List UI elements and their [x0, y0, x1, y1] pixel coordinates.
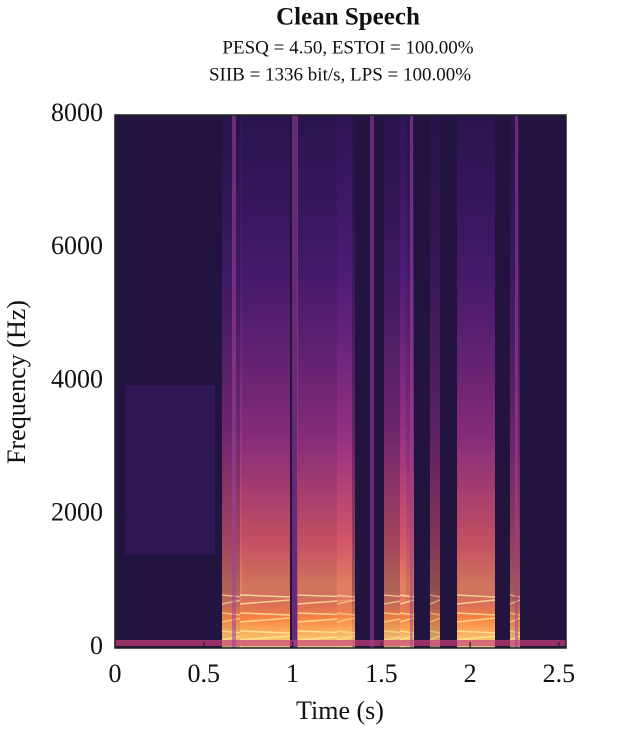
y-tick-label: 8000 — [51, 98, 103, 127]
x-tick-label: 1.5 — [365, 659, 398, 688]
transient — [232, 115, 236, 648]
harmonic — [336, 617, 356, 623]
harmonic — [336, 599, 356, 605]
transient — [292, 115, 298, 648]
transient — [515, 115, 518, 648]
x-tick-label: 0.5 — [188, 659, 221, 688]
harmonic — [429, 630, 441, 634]
harmonic — [336, 612, 356, 616]
harmonic — [429, 612, 441, 616]
harmonic — [429, 635, 441, 641]
transient — [370, 115, 374, 648]
y-axis-label: Frequency (Hz) — [2, 300, 31, 464]
x-tick-label: 0 — [109, 659, 122, 688]
harmonic — [239, 617, 291, 623]
harmonic — [456, 612, 496, 616]
harmonic — [456, 630, 496, 634]
x-tick-label: 2.5 — [543, 659, 576, 688]
y-tick-label: 2000 — [51, 498, 103, 527]
harmonic — [239, 635, 291, 641]
y-tick-label: 6000 — [51, 231, 103, 260]
y-tick-label: 4000 — [51, 364, 103, 393]
x-tick-label: 2 — [464, 659, 477, 688]
x-axis-label: Time (s) — [296, 696, 384, 725]
y-tick-label: 0 — [90, 631, 103, 660]
harmonic — [456, 599, 496, 605]
speech-energy — [240, 117, 290, 648]
x-tick-label: 1 — [286, 659, 299, 688]
harmonic — [239, 630, 291, 634]
harmonic — [336, 635, 356, 641]
harmonic — [239, 594, 291, 598]
harmonic — [429, 599, 441, 605]
spectrogram-image — [115, 115, 566, 648]
speech-energy — [337, 117, 355, 648]
harmonic — [336, 594, 356, 598]
axes: 0 0.5 1 1.5 2 2.5 0 2000 4000 6000 8000 — [51, 98, 575, 688]
speech-energy — [430, 117, 440, 648]
chart-title: Clean Speech — [276, 4, 420, 31]
low-band-energy — [430, 588, 440, 646]
harmonic — [336, 630, 356, 634]
low-band — [115, 640, 566, 646]
harmonic — [429, 594, 441, 598]
harmonic — [429, 617, 441, 623]
harmonic — [239, 612, 291, 616]
plot-frame — [114, 114, 567, 649]
harmonic — [456, 617, 496, 623]
background-noise — [125, 385, 215, 555]
harmonic — [456, 635, 496, 641]
harmonic — [456, 594, 496, 598]
chart-subtitle: PESQ = 4.50, ESTOI = 100.00% — [222, 37, 473, 58]
speech-energy — [457, 117, 495, 648]
harmonic — [239, 599, 291, 605]
chart-subtitle: SIIB = 1336 bit/s, LPS = 100.00% — [209, 64, 471, 85]
transient — [410, 115, 413, 648]
